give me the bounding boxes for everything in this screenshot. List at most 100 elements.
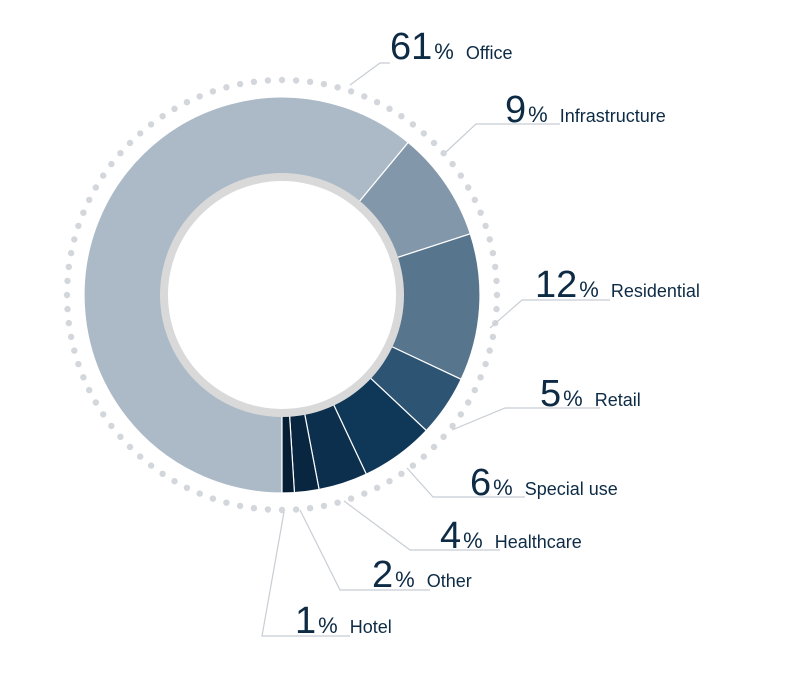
percent-sign: % <box>395 567 415 592</box>
category-label: Retail <box>595 390 641 410</box>
ring-dot <box>159 113 166 120</box>
category-label: Special use <box>525 479 618 499</box>
ring-dot <box>126 443 134 451</box>
ring-dot <box>493 291 501 299</box>
ring-dot <box>373 484 381 491</box>
leader-line-other <box>299 509 430 591</box>
ring-dot <box>137 453 144 460</box>
ring-dot <box>108 422 115 430</box>
label-infrastructure: 9% Infrastructure <box>505 89 666 131</box>
ring-dot <box>63 291 71 299</box>
leader-line-office <box>349 62 390 86</box>
ring-dot <box>92 399 100 406</box>
leader-line-infrastructure <box>445 123 560 153</box>
ring-dot <box>80 209 87 216</box>
ring-dot <box>457 411 464 418</box>
ring-dot <box>223 84 230 91</box>
ring-dot <box>71 236 78 243</box>
ring-dot <box>440 433 447 440</box>
ring-dot <box>292 506 300 513</box>
ring-dot <box>482 360 489 368</box>
ring-dot <box>409 121 417 128</box>
ring-dot <box>92 184 100 191</box>
percent-value: 4 <box>440 515 461 557</box>
ring-dot <box>117 150 124 157</box>
ring-dot <box>183 99 191 106</box>
ring-dot <box>64 277 71 285</box>
ring-dot <box>489 333 497 341</box>
ring-dot <box>386 478 393 485</box>
ring-dot <box>196 490 203 497</box>
ring-dot <box>486 236 493 243</box>
ring-dot <box>334 84 341 91</box>
ring-dot <box>236 80 244 88</box>
ring-dot <box>278 76 286 84</box>
ring-dot <box>306 78 314 86</box>
ring-dot <box>471 386 478 394</box>
ring-dot <box>108 160 115 168</box>
ring-dot <box>334 499 341 506</box>
ring-dot <box>147 462 155 469</box>
ring-dot <box>71 347 78 354</box>
percent-sign: % <box>318 613 338 638</box>
leader-line-retail <box>451 407 600 431</box>
ring-dot <box>100 411 107 418</box>
ring-dot <box>320 80 328 88</box>
category-label: Healthcare <box>495 532 582 552</box>
label-office: 61% Office <box>390 26 513 68</box>
leader-line-hotel <box>261 511 350 637</box>
percent-sign: % <box>493 475 513 500</box>
ring-dot <box>493 305 500 313</box>
percent-value: 9 <box>505 89 526 131</box>
label-hotel: 1% Hotel <box>295 600 392 642</box>
ring-dot <box>306 505 314 512</box>
ring-dot <box>250 78 258 86</box>
leader-line-healthcare <box>343 500 500 551</box>
dotted-outer-ring <box>63 76 501 514</box>
ring-dot <box>477 209 484 216</box>
ring-dot <box>477 374 484 381</box>
category-label: Other <box>427 571 472 591</box>
ring-dot <box>100 172 107 179</box>
leader-lines <box>261 62 610 637</box>
percent-value: 1 <box>295 600 316 642</box>
ring-dot <box>80 374 87 381</box>
ring-dot <box>209 495 217 502</box>
category-label: Residential <box>611 281 700 301</box>
ring-dot <box>117 433 124 440</box>
ring-dot <box>250 505 258 512</box>
label-residential: 12% Residential <box>535 264 700 306</box>
ring-dot <box>471 196 478 204</box>
category-label: Infrastructure <box>560 106 666 126</box>
ring-dot <box>440 150 447 157</box>
ring-dot <box>430 139 438 147</box>
percent-sign: % <box>563 386 583 411</box>
ring-dot <box>457 172 464 179</box>
ring-dot <box>183 484 191 491</box>
ring-dot <box>264 77 272 84</box>
percent-sign: % <box>463 528 483 553</box>
ring-dot <box>171 478 178 485</box>
ring-dot <box>489 249 497 257</box>
ring-dot <box>492 263 499 271</box>
ring-dot <box>65 319 73 327</box>
ring-dot <box>320 502 328 510</box>
ring-dot <box>420 453 427 460</box>
ring-dot <box>398 113 405 120</box>
ring-dot <box>171 105 178 113</box>
leader-line-residential <box>489 299 610 329</box>
ring-dot <box>126 139 134 147</box>
ring-dot <box>361 490 368 497</box>
ring-dot <box>373 99 381 106</box>
ring-dot <box>347 88 355 95</box>
category-label: Office <box>466 43 513 63</box>
ring-dot <box>482 222 489 230</box>
ring-dot <box>196 93 203 100</box>
ring-dot <box>137 130 144 137</box>
ring-dot <box>278 506 286 514</box>
ring-dot <box>398 470 405 477</box>
ring-dot <box>264 506 272 513</box>
percent-sign: % <box>579 277 599 302</box>
percent-sign: % <box>528 102 548 127</box>
